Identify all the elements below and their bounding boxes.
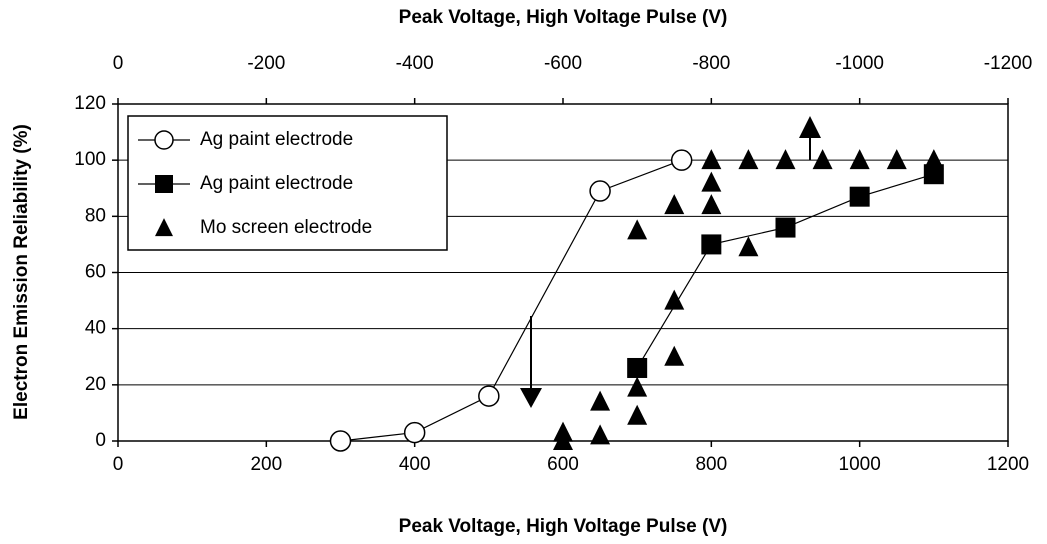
marker-triangle — [627, 404, 648, 425]
legend-label: Ag paint electrode — [200, 129, 353, 150]
marker-square — [775, 217, 796, 238]
x2-tick-label: 0 — [113, 53, 124, 74]
marker-circle — [670, 149, 693, 171]
x-tick-label: 800 — [695, 454, 727, 475]
y-tick-label: 80 — [85, 205, 106, 226]
marker-square — [849, 186, 870, 207]
x2-tick-label: -1000 — [835, 53, 884, 74]
marker-square — [923, 164, 944, 185]
marker-circle — [329, 430, 352, 452]
y-tick-label: 20 — [85, 374, 106, 395]
marker-circle — [478, 385, 500, 407]
marker-triangle — [553, 430, 573, 450]
x2-tick-label: -600 — [544, 53, 582, 74]
y-tick-label: 100 — [74, 149, 106, 170]
x-tick-label: 400 — [399, 454, 431, 475]
x2-tick-label: -800 — [692, 53, 730, 74]
x2-tick-label: -200 — [247, 53, 285, 74]
marker-triangle — [627, 219, 648, 240]
marker-triangle — [886, 149, 907, 170]
x2-tick-label: -1200 — [984, 53, 1033, 74]
x-tick-label: 1200 — [987, 454, 1029, 475]
marker-circle — [589, 180, 611, 202]
marker-triangle — [664, 194, 685, 215]
legend-marker — [155, 175, 173, 193]
marker-triangle — [738, 236, 759, 257]
legend-box — [127, 115, 448, 251]
marker-triangle — [923, 149, 944, 170]
series-line — [636, 173, 935, 369]
marker-triangle — [849, 149, 870, 170]
y-tick-label: 40 — [85, 318, 106, 339]
marker-square — [627, 357, 648, 378]
y-axis-label: Electron Emission Reliability (%) — [11, 124, 32, 420]
x2-tick-label: -400 — [396, 53, 434, 74]
x-tick-label: 0 — [113, 454, 124, 475]
marker-triangle — [627, 376, 648, 397]
marker-triangle — [590, 390, 611, 411]
top-axis-label: Peak Voltage, High Voltage Pulse (V) — [399, 7, 728, 28]
x-tick-label: 600 — [547, 454, 579, 475]
marker-circle — [403, 421, 426, 444]
marker-triangle — [738, 149, 759, 170]
x-tick-label: 1000 — [839, 454, 881, 475]
marker-square — [701, 234, 722, 255]
marker-triangle — [664, 345, 685, 366]
marker-triangle — [701, 194, 722, 215]
legend-label: Mo screen electrode — [200, 217, 372, 238]
marker-triangle — [590, 424, 611, 445]
marker-triangle — [664, 289, 685, 310]
legend-label: Ag paint electrode — [200, 173, 353, 194]
y-tick-label: 60 — [85, 262, 106, 283]
marker-triangle — [812, 149, 833, 170]
marker-triangle — [775, 149, 796, 170]
legend-marker — [155, 218, 173, 237]
marker-triangle — [701, 171, 722, 192]
x-tick-label: 200 — [250, 454, 282, 475]
y-tick-label: 0 — [95, 430, 106, 451]
legend-marker — [154, 130, 174, 150]
y-tick-label: 120 — [74, 93, 106, 114]
bottom-axis-label: Peak Voltage, High Voltage Pulse (V) — [399, 516, 728, 537]
marker-triangle — [701, 149, 722, 170]
